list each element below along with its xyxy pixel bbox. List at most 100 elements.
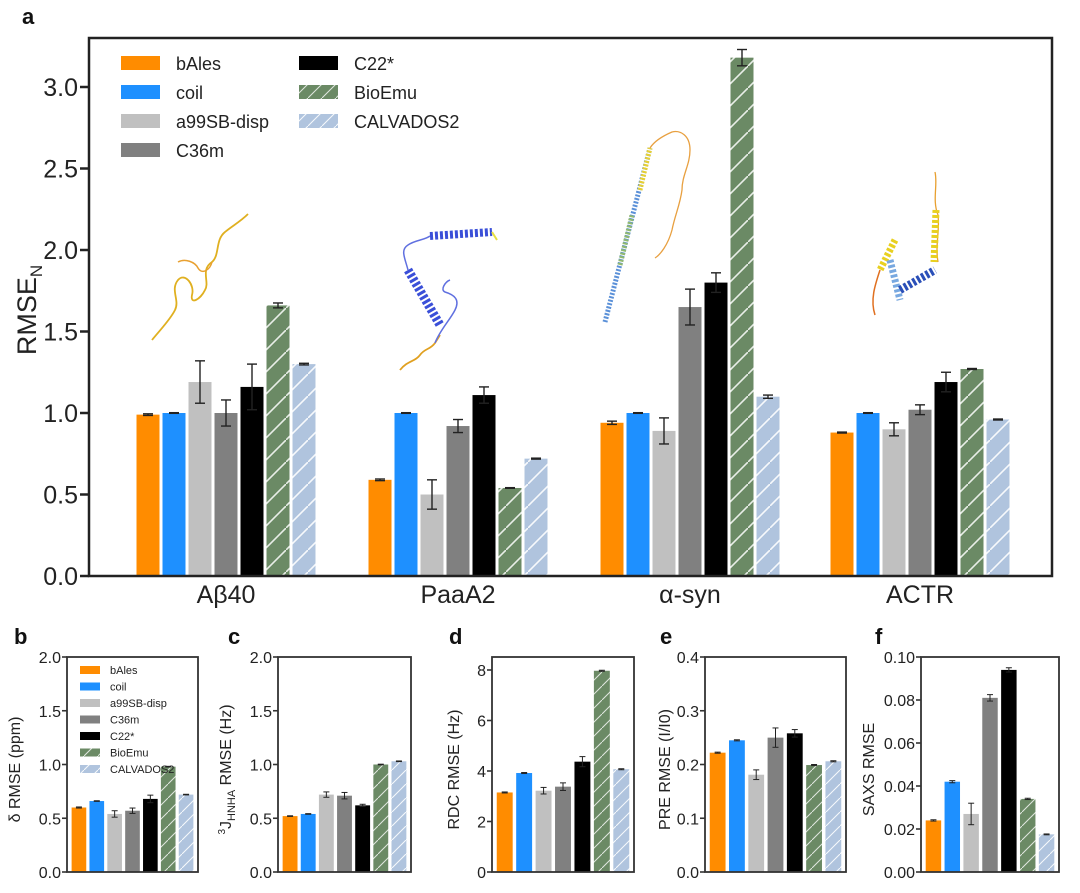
y-tick-label-f: 0.10 xyxy=(884,650,915,667)
y-axis-label-e: PRE RMSE (I/I0) xyxy=(657,709,674,830)
errorbar-b-c22 xyxy=(147,794,154,804)
errorbar-f-calvados2 xyxy=(1043,833,1050,836)
asyn-helix-icon xyxy=(602,147,653,323)
errorbar-f-bioemu xyxy=(1024,797,1031,801)
bar-f-bioemu xyxy=(1019,798,1036,872)
y-tick-label: 1.0 xyxy=(43,400,78,428)
asyn-helix-yellow-icon xyxy=(637,147,653,191)
bar-e-bioemu xyxy=(806,765,822,872)
panel-c: 0.0 0.5 1.0 1.5 2.0 3JHNHA RMSE (Hz) xyxy=(217,650,412,882)
y-tick-label-b: 0.5 xyxy=(39,811,61,828)
legend-label-a99sb-disp: a99SB-disp xyxy=(176,112,269,132)
errorbar-e-a99sb-disp xyxy=(753,769,760,781)
y-axis-label-b: δ RMSE (ppm) xyxy=(7,717,24,823)
bar-a99sb-disp-paaa2 xyxy=(420,494,444,576)
bar-b-c22 xyxy=(143,798,158,872)
paaa2-linker-icon xyxy=(402,235,431,271)
bar-f-a99sb-disp xyxy=(963,813,979,872)
panel-label-a: a xyxy=(22,4,35,29)
y-tick-label-d: 6 xyxy=(477,714,486,731)
actr-helix-yellow2-icon xyxy=(876,238,899,272)
bar-calvados2-a-40 xyxy=(292,364,316,576)
actr-tail-icon xyxy=(872,269,881,316)
y-label-j: J xyxy=(218,821,235,829)
bar-c22-actr xyxy=(934,382,958,576)
bar-bales-paaa2 xyxy=(368,479,392,576)
legend-swatch-c22 xyxy=(299,56,338,70)
errorbar-d-c22 xyxy=(579,756,586,768)
legend-b-label-bales: bAles xyxy=(110,665,138,677)
bar-c22-paaa2 xyxy=(472,395,496,576)
bar-a99sb-disp-actr xyxy=(882,429,906,576)
errorbar-e-c36m xyxy=(772,727,779,748)
errorbar-a99sb-disp-actr xyxy=(889,422,899,437)
bar-bales-a-40 xyxy=(136,414,160,576)
errorbar-c-c22 xyxy=(359,803,366,807)
errorbar-c-a99sb-disp xyxy=(323,791,330,798)
errorbar-coil-syn xyxy=(633,411,643,415)
bar-b-bioemu xyxy=(160,766,176,872)
legend-b-swatch-c36m xyxy=(80,715,100,724)
x-tick-label-actr: ACTR xyxy=(886,581,954,609)
bar-bales-actr xyxy=(830,432,854,576)
legend-swatch-c36m xyxy=(121,143,160,157)
bar-calvados2-actr xyxy=(986,419,1010,576)
errorbar-a99sb-disp-paaa2 xyxy=(427,479,437,510)
y-tick-label-c: 2.0 xyxy=(250,650,272,667)
bar-bioemu-actr xyxy=(960,368,984,576)
errorbar-c36m-syn xyxy=(685,288,695,326)
y-tick-label: 2.5 xyxy=(43,156,78,184)
paaa2-helix-2-icon xyxy=(429,228,493,240)
bar-a99sb-disp-syn xyxy=(652,430,676,576)
panel-label-b: b xyxy=(14,624,27,649)
errorbar-c-c36m xyxy=(341,791,348,800)
bar-d-bales xyxy=(496,792,513,872)
bar-e-c36m xyxy=(767,737,784,872)
y-axis-label-sub: N xyxy=(27,265,46,277)
legend-b-label-a99sb-disp: a99SB-disp xyxy=(110,698,167,710)
y-label-sup: 3 xyxy=(217,829,228,835)
errorbar-bioemu-syn xyxy=(737,48,747,67)
x-tick-label-syn: α-syn xyxy=(659,581,721,609)
errorbar-d-a99sb-disp xyxy=(540,786,547,795)
bar-d-calvados2 xyxy=(613,769,630,872)
errorbar-a99sb-disp-a-40 xyxy=(195,360,205,404)
panel-d: 0 2 4 6 8 RDC RMSE (Hz) xyxy=(446,656,635,882)
bar-coil-a-40 xyxy=(162,413,186,576)
legend-b-swatch-a99sb-disp xyxy=(80,699,100,707)
bar-b-bales xyxy=(71,807,87,872)
y-tick-label-e: 0.1 xyxy=(677,811,699,828)
y-tick-label-f: 0.02 xyxy=(884,822,915,839)
legend-swatch-bales xyxy=(121,56,160,70)
errorbar-e-bioemu xyxy=(811,764,818,767)
bar-f-calvados2 xyxy=(1038,834,1055,872)
bar-b-a99sb-disp xyxy=(107,813,122,872)
bar-c36m-paaa2 xyxy=(446,426,470,576)
legend-label-calvados2: CALVADOS2 xyxy=(354,112,459,132)
errorbar-c-bales xyxy=(287,815,294,817)
errorbar-e-bales xyxy=(714,751,721,754)
bar-d-c22 xyxy=(574,761,591,872)
errorbar-f-c36m xyxy=(987,694,993,702)
errorbar-b-a99sb-disp xyxy=(111,810,118,818)
errorbar-c22-paaa2 xyxy=(479,386,489,404)
x-tick-label-paaa2: PaaA2 xyxy=(420,581,495,609)
main-plot-frame xyxy=(87,36,1054,578)
paaa2-loop-icon xyxy=(434,279,458,344)
bar-f-coil xyxy=(944,781,961,872)
errorbar-b-bales xyxy=(75,806,82,809)
errorbar-f-c22 xyxy=(1005,667,1012,673)
paaa2-tail-icon xyxy=(491,231,498,241)
bar-e-coil xyxy=(729,740,745,872)
legend-b-swatch-bales xyxy=(80,666,100,674)
x-tick-label-a-40: Aβ40 xyxy=(197,581,256,609)
bar-bioemu-paaa2 xyxy=(498,487,522,576)
y-tick-label: 2.0 xyxy=(43,237,78,265)
y-tick-label-d: 4 xyxy=(477,764,486,781)
plot-frame-d xyxy=(491,656,635,873)
errorbar-d-coil xyxy=(521,772,528,775)
main-axes: 0.0 0.5 1.0 1.5 2.0 2.5 3.0 RMSEN Aβ40 PaaA2 α-syn… xyxy=(12,36,1054,609)
errorbar-b-coil xyxy=(93,800,100,802)
bar-coil-actr xyxy=(856,413,880,576)
errorbar-bioemu-actr xyxy=(967,367,977,371)
